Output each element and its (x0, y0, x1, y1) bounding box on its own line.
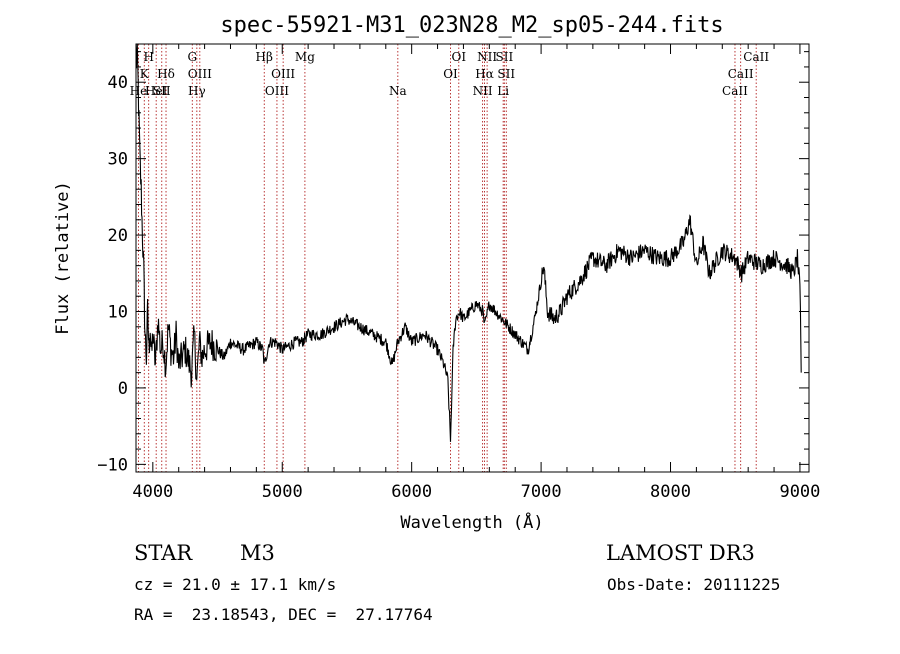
line-label-24: CaII (743, 50, 769, 64)
x-tick-label-4: 8000 (650, 482, 691, 502)
line-label-20: SII (495, 50, 513, 64)
axis-ticks (136, 44, 809, 472)
line-label-10: OIII (265, 84, 289, 98)
line-label-9: Hβ (256, 50, 273, 64)
spectral-line-labels: HeKHHeISIIHδGHγOIIIHβOIIIOIIIMgNaOIOINII… (130, 50, 770, 98)
line-label-1: K (140, 67, 150, 81)
line-label-8: OIII (188, 67, 212, 81)
line-label-18: NII (477, 50, 497, 64)
redshift-velocity: cz = 21.0 ± 17.1 km/s (134, 575, 336, 594)
x-tick-label-1: 5000 (262, 482, 303, 502)
y-tick-label-4: 30 (108, 150, 128, 170)
coordinates: RA = 23.18543, DEC = 27.17764 (134, 605, 433, 624)
line-label-5: Hδ (157, 67, 175, 81)
line-label-7: Hγ (188, 84, 206, 98)
y-tick-label-5: 40 (108, 73, 128, 93)
observation-date: Obs-Date: 20111225 (607, 575, 780, 594)
x-tick-label-3: 7000 (521, 482, 562, 502)
y-axis-label: Flux (relative) (53, 181, 73, 335)
x-tick-label-0: 4000 (132, 482, 173, 502)
line-label-6: G (188, 50, 198, 64)
line-label-23: CaII (728, 67, 754, 81)
line-label-4: SII (153, 84, 171, 98)
line-label-17: Hα (475, 67, 494, 81)
line-label-11: OIII (271, 67, 295, 81)
line-label-12: Mg (295, 50, 315, 64)
x-tick-label-5: 9000 (779, 482, 820, 502)
object-subclass: M3 (240, 541, 275, 565)
plot-frame (135, 43, 810, 473)
y-tick-label-3: 20 (108, 226, 128, 246)
object-class: STAR (134, 541, 193, 565)
line-label-15: OI (451, 50, 466, 64)
line-label-21: SII (497, 67, 515, 81)
y-tick-label-1: 0 (118, 379, 128, 399)
x-axis-label: Wavelength (Å) (400, 511, 543, 533)
line-label-14: OI (443, 67, 458, 81)
y-tick-label-0: −10 (97, 455, 128, 475)
spectrum-line (135, 43, 802, 442)
line-label-3: HeI (145, 84, 168, 98)
axis-tick-labels: 4000 5000 6000 7000 8000 9000 −10 0 10 20 30 40 (97, 73, 820, 502)
x-tick-label-2: 6000 (391, 482, 432, 502)
line-label-19: Li (497, 84, 509, 98)
line-label-22: CaII (722, 84, 748, 98)
y-tick-label-2: 10 (108, 303, 128, 323)
line-label-16: NII (473, 84, 493, 98)
survey-name: LAMOST DR3 (606, 541, 755, 565)
line-label-2: H (143, 50, 153, 64)
chart-title: spec-55921-M31_023N28_M2_sp05-244.fits (220, 13, 723, 38)
line-label-13: Na (389, 84, 407, 98)
